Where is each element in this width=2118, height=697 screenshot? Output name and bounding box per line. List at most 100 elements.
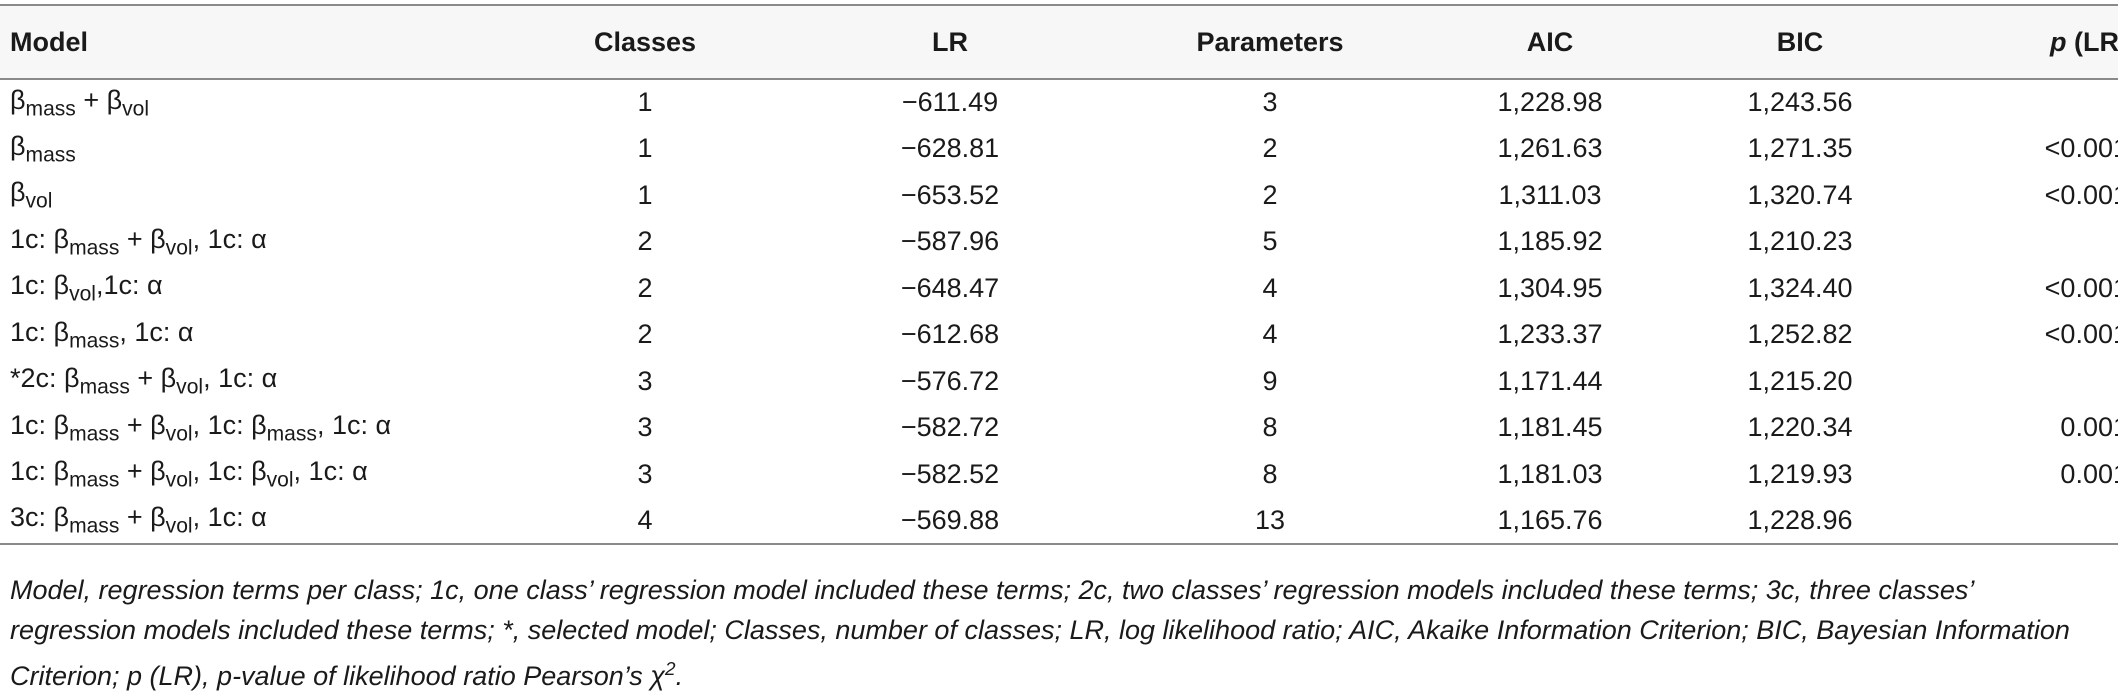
model-term: + β	[129, 363, 177, 394]
cell-lr: −582.72	[900, 412, 1000, 443]
cell-bic: 1,210.23	[1747, 226, 1853, 257]
table-row: βvol 1 −653.52 2 1,311.03 1,320.74 <0.001	[0, 172, 2118, 219]
cell-aic: 1,181.03	[1497, 458, 1603, 489]
cell-p-lr: <0.001	[2044, 272, 2118, 303]
cell-lr: −582.52	[900, 458, 1000, 489]
cell-bic: 1,219.93	[1747, 458, 1853, 489]
cell-parameters: 5	[1262, 226, 1278, 257]
cell-parameters: 2	[1262, 179, 1278, 210]
model-term-subscript: mass	[25, 96, 76, 120]
table-body: βmass + βvol 1 −611.49 3 1,228.98 1,243.56 βma…	[0, 79, 2118, 544]
cell-classes: 3	[637, 412, 653, 443]
cell-p-lr: <0.001	[2044, 319, 2118, 350]
table-row: 1c: βmass, 1c: α 2 −612.68 4 1,233.37 1,252.8…	[0, 312, 2118, 359]
cell-p-lr: <0.001	[2044, 179, 2118, 210]
model-term: , 1c: α	[203, 363, 278, 394]
model-term: 1c: β	[10, 270, 70, 301]
cell-lr: −612.68	[900, 319, 1000, 350]
cell-lr: −653.52	[900, 179, 1000, 210]
header-parameters: Parameters	[1196, 26, 1344, 57]
model-term: ,1c: α	[95, 270, 163, 301]
cell-aic: 1,171.44	[1497, 365, 1603, 396]
model-term-subscript: vol	[25, 189, 53, 213]
model-term: , 1c: β	[192, 456, 267, 487]
model-term: 1c: β	[10, 409, 70, 440]
footnote-end: .	[675, 661, 684, 691]
cell-classes: 3	[637, 458, 653, 489]
model-comparison-table: Model Classes LR Parameters AIC BIC p (L…	[0, 4, 2118, 545]
cell-classes: 3	[637, 365, 653, 396]
model-term: , 1c: α	[192, 223, 267, 254]
model-term: β	[10, 177, 26, 208]
cell-p-lr	[1900, 219, 2118, 266]
model-term-subscript: vol	[165, 235, 193, 259]
cell-model: βmass	[0, 126, 530, 173]
cell-classes: 1	[637, 133, 653, 164]
model-term-subscript: mass	[266, 421, 317, 445]
cell-aic: 1,228.98	[1497, 87, 1603, 118]
cell-model: 3c: βmass + βvol, 1c: α	[0, 498, 530, 545]
cell-classes: 4	[637, 504, 653, 535]
model-term-subscript: vol	[165, 514, 193, 538]
model-term: , 1c: α	[192, 502, 267, 533]
cell-aic: 1,304.95	[1497, 272, 1603, 303]
cell-parameters: 3	[1262, 87, 1278, 118]
header-p-suffix: (LR)	[2074, 26, 2118, 57]
header-bic: BIC	[1776, 26, 1824, 57]
cell-parameters: 4	[1262, 319, 1278, 350]
cell-parameters: 8	[1262, 412, 1278, 443]
model-term: , 1c: β	[192, 409, 267, 440]
cell-aic: 1,311.03	[1498, 179, 1602, 210]
cell-parameters: 9	[1262, 365, 1278, 396]
cell-model: 1c: βmass + βvol, 1c: βmass, 1c: α	[0, 405, 530, 452]
table-row: *2c: βmass + βvol, 1c: α 3 −576.72 9 1,171.4…	[0, 358, 2118, 405]
cell-model: 1c: βmass + βvol, 1c: α	[0, 219, 530, 266]
cell-model: βvol	[0, 172, 530, 219]
cell-lr: −648.47	[900, 272, 1000, 303]
model-term-subscript: vol	[165, 421, 193, 445]
model-term: 1c: β	[10, 223, 70, 254]
cell-bic: 1,243.56	[1747, 87, 1853, 118]
header-p-italic: p	[2050, 26, 2067, 57]
model-term-subscript: mass	[79, 375, 130, 399]
cell-parameters: 13	[1254, 504, 1286, 535]
model-term-subscript: mass	[69, 468, 120, 492]
cell-classes: 1	[637, 179, 653, 210]
cell-classes: 2	[637, 272, 653, 303]
model-term: 1c: β	[10, 456, 70, 487]
model-term: + β	[119, 409, 166, 440]
cell-classes: 2	[637, 226, 653, 257]
cell-lr: −576.72	[900, 365, 1000, 396]
cell-lr: −611.49	[901, 87, 999, 118]
model-term-subscript: vol	[176, 375, 204, 399]
cell-lr: −628.81	[900, 133, 1000, 164]
cell-model: *2c: βmass + βvol, 1c: α	[0, 358, 530, 405]
cell-bic: 1,215.20	[1747, 365, 1853, 396]
table-footnote: Model, regression terms per class; 1c, o…	[10, 570, 2106, 696]
cell-parameters: 2	[1262, 133, 1278, 164]
cell-aic: 1,165.76	[1497, 504, 1603, 535]
model-term-subscript: vol	[165, 468, 193, 492]
cell-p-lr	[1900, 498, 2118, 545]
cell-lr: −587.96	[900, 226, 1000, 257]
cell-aic: 1,181.45	[1497, 412, 1603, 443]
cell-classes: 1	[637, 87, 653, 118]
cell-lr: −569.88	[900, 504, 1000, 535]
cell-bic: 1,271.35	[1747, 133, 1853, 164]
model-term: β	[10, 130, 26, 161]
cell-bic: 1,228.96	[1747, 504, 1853, 535]
model-term-subscript: mass	[25, 142, 76, 166]
model-term: β	[10, 84, 26, 115]
cell-aic: 1,185.92	[1497, 226, 1603, 257]
cell-model: 1c: βvol,1c: α	[0, 265, 530, 312]
model-term: 1c: β	[10, 316, 70, 347]
table-row: 1c: βmass + βvol, 1c: βvol, 1c: α 3 −582.5…	[0, 451, 2118, 498]
header-classes: Classes	[593, 26, 697, 57]
cell-aic: 1,261.63	[1497, 133, 1603, 164]
cell-p-lr: 0.001	[2060, 412, 2118, 443]
table-header-row: Model Classes LR Parameters AIC BIC p (L…	[0, 5, 2118, 79]
table-row: 1c: βvol,1c: α 2 −648.47 4 1,304.95 1,324.40 <…	[0, 265, 2118, 312]
header-lr: LR	[932, 26, 968, 57]
cell-parameters: 4	[1262, 272, 1278, 303]
footnote-superscript: 2	[665, 659, 676, 680]
